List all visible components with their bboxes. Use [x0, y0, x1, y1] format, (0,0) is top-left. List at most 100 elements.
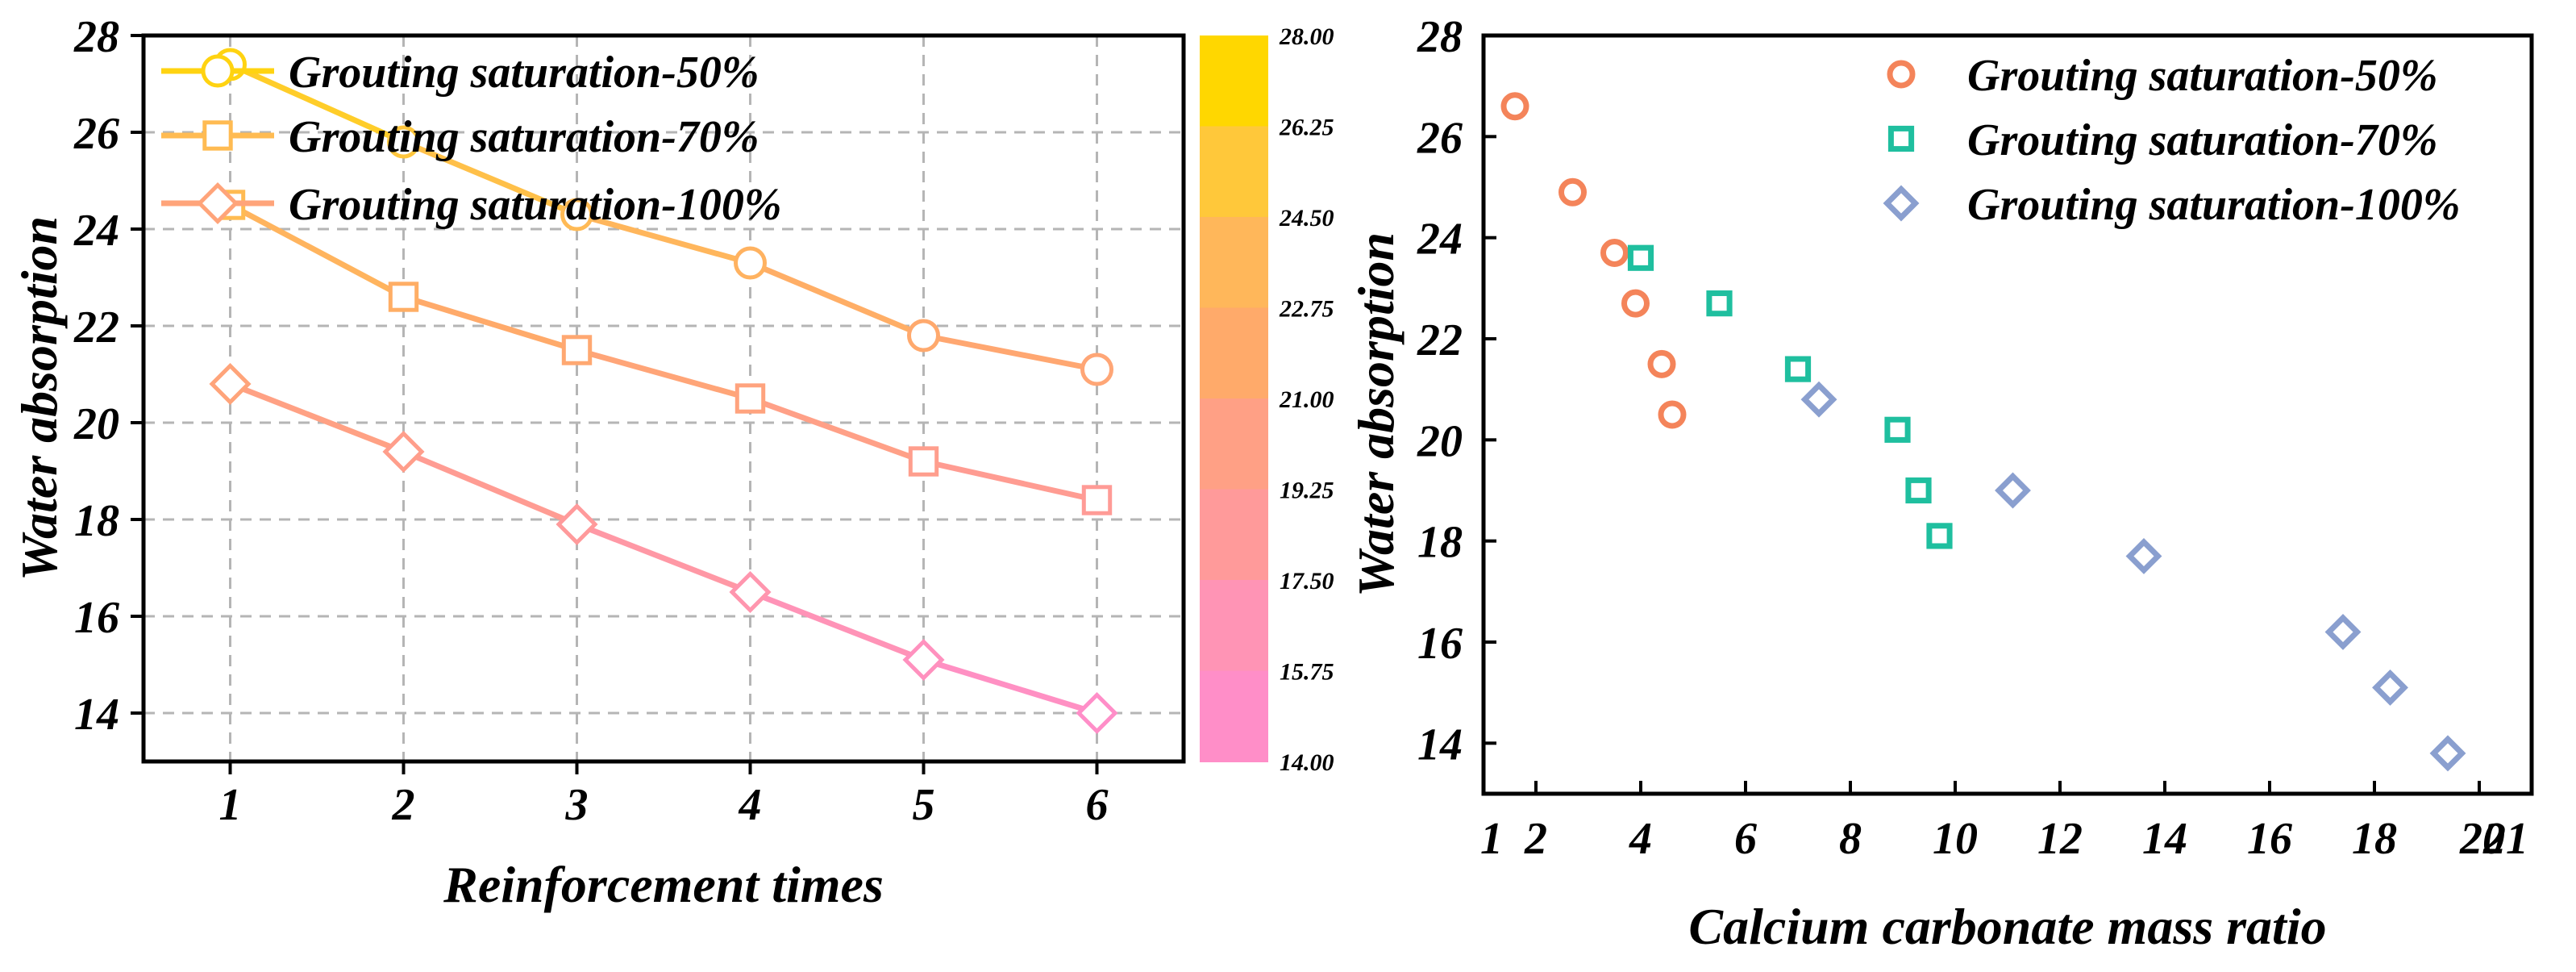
colorbar-band	[1200, 126, 1268, 218]
legend-label: Grouting saturation-50%	[289, 48, 759, 98]
scatter-point	[1706, 290, 1733, 317]
scatter-point	[2429, 735, 2466, 772]
scatter-point	[1800, 381, 1837, 418]
data-point	[908, 446, 939, 477]
data-point	[1080, 353, 1113, 386]
y-tick-label: 16	[74, 593, 119, 643]
x-tick-label: 2	[1524, 814, 1547, 864]
legend-label: Grouting saturation-70%	[289, 112, 759, 162]
legend-marker	[201, 54, 235, 88]
colorbar-tick-label: 14.00	[1280, 749, 1334, 776]
data-point	[1081, 485, 1113, 515]
series-line-segment	[574, 521, 753, 595]
data-point	[382, 430, 425, 473]
colorbar-tick-label: 22.75	[1279, 296, 1334, 323]
x-tick-label: 4	[739, 780, 762, 830]
y-tick-label: 16	[1417, 619, 1463, 669]
colorbar-band	[1200, 489, 1268, 581]
colorbar: 28.00 26.25 24.50 22.75 21.00 19.25 17.50 15.75…	[1200, 23, 1334, 776]
series-line-segment	[227, 202, 406, 300]
series-line-segment	[747, 395, 926, 465]
x-tick-label: 6	[1086, 780, 1109, 830]
y-axis-label: Water absorption	[1347, 232, 1405, 597]
legend-marker	[1887, 60, 1916, 89]
y-tick-label: 20	[73, 399, 119, 449]
x-tick-label: 18	[2352, 814, 2397, 864]
x-tick-label: 8	[1839, 814, 1862, 864]
axis-ticks: 1 2 3 4 5 6 14 16 18 20 22 24 26 28	[73, 12, 1109, 830]
scatter-point	[1784, 356, 1812, 382]
legend-marker	[1883, 185, 1920, 222]
legend-marker	[196, 181, 239, 225]
series-line-segment	[401, 294, 580, 353]
colorbar-band	[1200, 307, 1268, 399]
x-tick-label: 5	[913, 780, 935, 830]
scatter-point	[1658, 400, 1687, 429]
y-tick-label: 22	[1417, 315, 1463, 365]
y-tick-label: 28	[73, 12, 119, 62]
scatter-point	[2324, 614, 2362, 650]
scatter-point	[1884, 416, 1911, 443]
series-line-segment	[921, 657, 1100, 716]
x-tick-label: 10	[1933, 814, 1978, 864]
y-tick-label: 24	[73, 206, 119, 256]
colorbar-tick-label: 19.25	[1280, 478, 1334, 504]
x-tick-label: 21	[2482, 814, 2528, 864]
legend-marker	[1887, 125, 1915, 152]
x-tick-label: 3	[565, 780, 589, 830]
colorbar-band	[1200, 580, 1268, 672]
colorbar-tick-label: 15.75	[1280, 659, 1334, 686]
series-line-segment	[747, 260, 926, 339]
x-tick-label: 14	[2142, 814, 2187, 864]
colorbar-tick-label: 28.00	[1279, 23, 1334, 50]
scatter-point	[1559, 177, 1587, 206]
scatter-point	[1995, 472, 2031, 509]
data-point	[560, 198, 593, 232]
y-tick-label: 24	[1417, 215, 1463, 265]
data-point	[209, 362, 252, 406]
scatter-point	[1500, 92, 1529, 121]
scatter-point	[1905, 477, 1932, 504]
x-axis-label: Calcium carbonate mass ratio	[1688, 898, 2326, 955]
legend-marker	[202, 120, 233, 151]
data-point	[387, 125, 420, 159]
scatter-point	[2125, 538, 2162, 574]
x-axis-label: Reinforcement times	[443, 856, 884, 913]
data-point	[734, 246, 767, 280]
x-tick-label: 20	[2459, 814, 2505, 864]
colorbar-tick-label: 26.25	[1279, 115, 1334, 141]
y-tick-label: 28	[1417, 12, 1463, 62]
series-line-segment	[747, 589, 926, 663]
y-tick-label: 18	[1417, 518, 1463, 568]
legend: Grouting saturation-50% Grouting saturati…	[1883, 51, 2461, 230]
series-line-segment	[574, 211, 753, 266]
y-axis-label: Water absorption	[10, 216, 68, 581]
series-line-segment	[921, 332, 1100, 373]
line-chart: 1 2 3 4 5 6 14 16 18 20 22 24 26 28 Grouting saturati…	[10, 12, 1334, 913]
data-point	[561, 335, 593, 365]
x-tick-label: 4	[1629, 814, 1652, 864]
data-point	[735, 383, 766, 414]
colorbar-band	[1200, 670, 1268, 762]
y-tick-label: 20	[1417, 416, 1463, 466]
y-tick-label: 14	[74, 690, 119, 740]
y-tick-label: 22	[73, 302, 119, 353]
colorbar-band	[1200, 217, 1268, 309]
data-point	[388, 282, 419, 312]
scatter-point	[1600, 238, 1629, 267]
scatter-point	[1926, 523, 1953, 549]
legend-label: Grouting saturation-100%	[1967, 180, 2461, 230]
colorbar-tick-label: 24.50	[1279, 205, 1334, 232]
data-point	[729, 570, 772, 614]
x-tick-label: 1	[1480, 814, 1503, 864]
x-tick-label: 1	[219, 780, 242, 830]
legend-label: Grouting saturation-70%	[1967, 115, 2438, 165]
legend-label: Grouting saturation-50%	[1967, 51, 2438, 101]
scatter-point	[2372, 669, 2408, 706]
colorbar-tick-label: 17.50	[1280, 568, 1334, 594]
y-tick-label: 18	[74, 496, 119, 546]
x-tick-label: 16	[2247, 814, 2292, 864]
colorbar-tick-label: 21.00	[1279, 386, 1334, 413]
